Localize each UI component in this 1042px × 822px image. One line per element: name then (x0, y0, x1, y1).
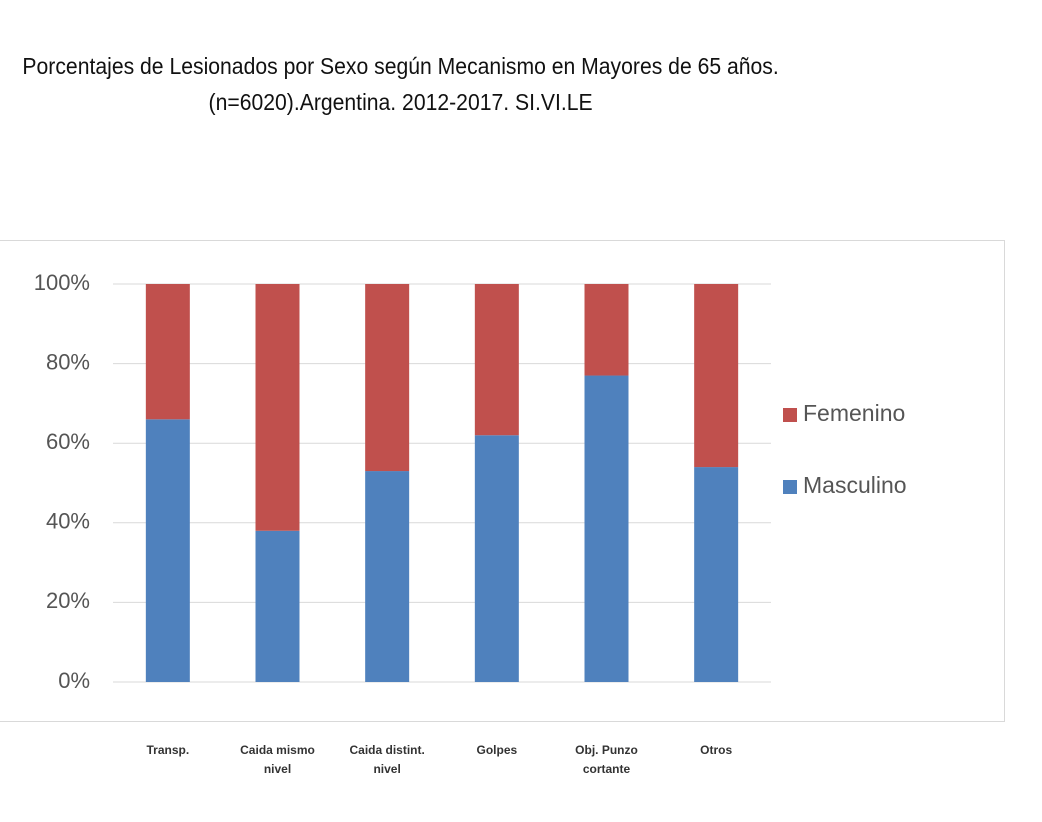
chart-title: Porcentajes de Lesionados por Sexo según… (22, 53, 779, 115)
legend-label: Masculino (803, 472, 907, 498)
bar-segment (694, 467, 739, 682)
bar-segment (365, 284, 410, 472)
y-tick-label: 100% (34, 270, 90, 295)
y-tick-label: 80% (46, 349, 90, 374)
x-tick-label: Caida distint. nivel (349, 743, 425, 776)
bar-segment (255, 530, 300, 682)
x-tick-label: Transp. (146, 743, 190, 757)
y-tick-label: 20% (46, 588, 90, 613)
x-tick-label: Obj. Punzo cortante (575, 743, 638, 776)
bar-segment (474, 284, 519, 436)
bar-segment (584, 375, 629, 682)
bar-segment (365, 471, 410, 682)
y-tick-label: 60% (46, 429, 90, 454)
bar-segment (584, 284, 629, 376)
legend-label: Femenino (803, 400, 905, 426)
y-tick-label: 0% (58, 668, 90, 693)
bar-segment (145, 284, 190, 420)
bar-segment (255, 284, 300, 531)
x-tick-label: Golpes (476, 743, 518, 757)
chart-frame (0, 240, 1005, 722)
y-tick-label: 40% (46, 509, 90, 534)
legend-swatch (783, 408, 797, 422)
x-tick-label: Otros (700, 743, 733, 757)
bar-segment (694, 284, 739, 468)
x-tick-label: Caida mismo nivel (240, 743, 315, 776)
legend-swatch (783, 480, 797, 494)
bar-segment (474, 435, 519, 682)
bar-segment (145, 419, 190, 682)
